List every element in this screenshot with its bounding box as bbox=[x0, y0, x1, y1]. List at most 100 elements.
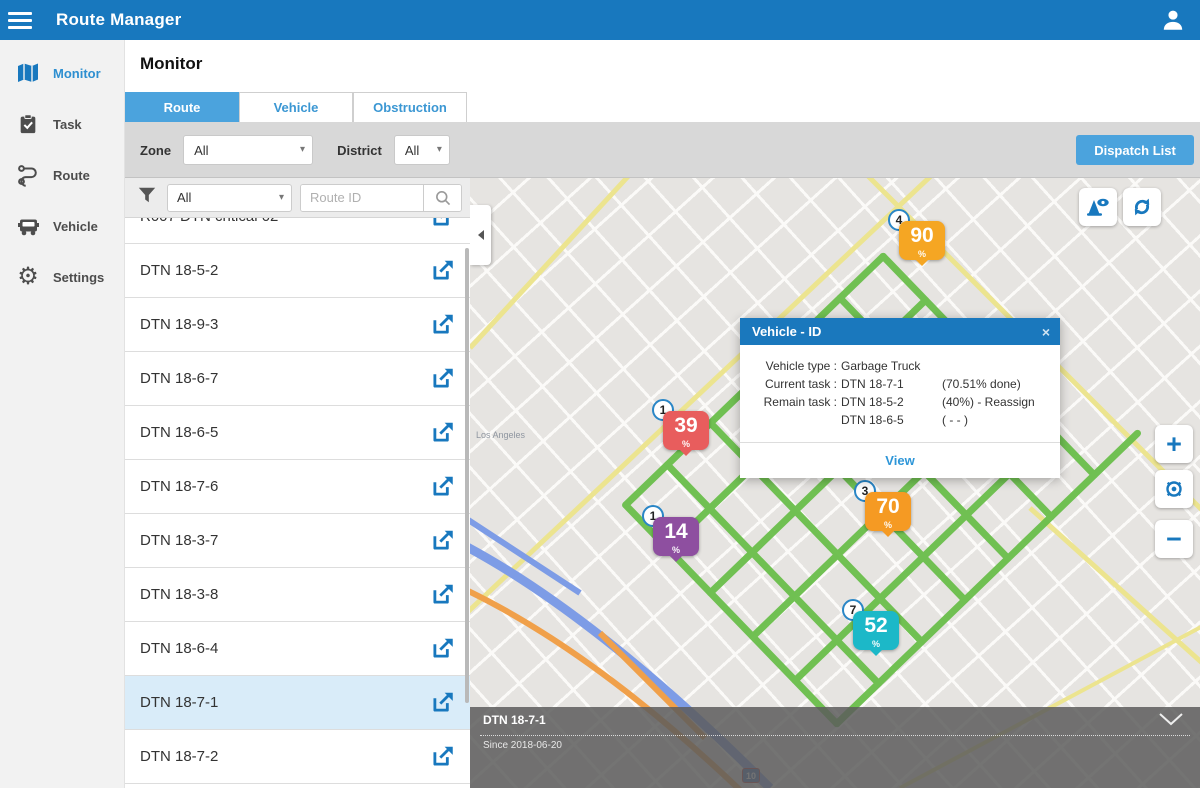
sidebar: Monitor Task Route Vehicle ⚙ Settings bbox=[0, 40, 125, 788]
minus-icon: − bbox=[1166, 523, 1182, 554]
list-item[interactable]: DTN 18-7-2 bbox=[125, 730, 470, 784]
zone-label: Zone bbox=[140, 142, 172, 158]
sidebar-item-settings[interactable]: ⚙ Settings bbox=[0, 260, 124, 294]
hamburger-menu-icon[interactable] bbox=[8, 8, 48, 33]
tab-obstruction[interactable]: Obstruction bbox=[353, 92, 467, 122]
popup-row-remain-task: Remain task : DTN 18-5-2 (40%) - Reassign bbox=[763, 395, 1035, 409]
share-icon[interactable] bbox=[430, 218, 456, 234]
list-item-selected[interactable]: DTN 18-7-1 bbox=[125, 676, 470, 730]
obstruction-view-button[interactable] bbox=[1079, 188, 1117, 226]
map-roads bbox=[470, 178, 1200, 788]
chevron-down-icon: ▾ bbox=[300, 144, 306, 155]
bottom-bar-title: DTN 18-7-1 bbox=[483, 713, 546, 727]
sidebar-item-label: Vehicle bbox=[53, 218, 98, 234]
route-filter-row: All ▾ bbox=[125, 178, 470, 218]
locate-button[interactable] bbox=[1155, 470, 1193, 508]
route-filter-select[interactable]: All ▾ bbox=[167, 183, 292, 212]
dotted-divider bbox=[480, 735, 1190, 736]
share-icon[interactable] bbox=[430, 473, 456, 504]
truck-icon bbox=[13, 213, 43, 239]
popup-row-vehicle-type: Vehicle type : Garbage Truck bbox=[765, 359, 921, 373]
route-list: R007 DTN critical 02 DTN 18-5-2 DTN 18-9… bbox=[125, 218, 470, 788]
header-bar: Route Manager bbox=[0, 0, 1200, 40]
gear-icon: ⚙ bbox=[17, 263, 39, 290]
popup-title: Vehicle - ID bbox=[752, 324, 822, 339]
selected-route-bar: DTN 18-7-1 Since 2018-06-20 bbox=[470, 707, 1200, 788]
dispatch-list-button[interactable]: Dispatch List bbox=[1076, 135, 1194, 165]
zone-select[interactable]: All ▾ bbox=[183, 135, 314, 165]
list-item[interactable]: DTN 18-3-7 bbox=[125, 514, 470, 568]
share-icon[interactable] bbox=[430, 635, 456, 666]
view-link[interactable]: View bbox=[885, 453, 915, 468]
sidebar-item-label: Route bbox=[53, 167, 90, 183]
main-area: Monitor Route Vehicle Obstruction Zone A… bbox=[125, 40, 1200, 788]
zoom-out-button[interactable]: − bbox=[1155, 520, 1193, 558]
list-item[interactable]: R007 DTN critical 02 bbox=[125, 218, 470, 244]
locate-icon bbox=[1166, 481, 1182, 497]
share-icon[interactable] bbox=[430, 311, 456, 342]
popup-header: Vehicle - ID × bbox=[740, 318, 1060, 345]
refresh-button[interactable] bbox=[1123, 188, 1161, 226]
popup-row-current-task: Current task : DTN 18-7-1 (70.51% done) bbox=[764, 377, 1021, 391]
search-icon bbox=[435, 190, 450, 205]
list-item[interactable]: DTN 18-6-5 bbox=[125, 406, 470, 460]
list-item[interactable]: DTN 18-5-2 bbox=[125, 244, 470, 298]
district-select[interactable]: All ▾ bbox=[393, 135, 450, 165]
chevron-down-icon[interactable] bbox=[1158, 712, 1184, 733]
share-icon[interactable] bbox=[430, 419, 456, 450]
map-canvas[interactable]: Los Angeles 10 4 90% 1 39% 1 14% 3 70% bbox=[470, 178, 1200, 788]
district-label: District bbox=[337, 142, 382, 158]
list-item[interactable]: DTN 18-3-8 bbox=[125, 568, 470, 622]
close-icon[interactable]: × bbox=[1041, 323, 1050, 340]
page-title: Monitor bbox=[140, 54, 203, 73]
chevron-down-icon: ▾ bbox=[436, 144, 442, 155]
route-list-panel: All ▾ R007 DTN critical 02 DTN 18-5-2 DT… bbox=[125, 178, 470, 788]
refresh-icon bbox=[1134, 198, 1150, 216]
chevron-down-icon: ▾ bbox=[278, 191, 284, 203]
share-icon[interactable] bbox=[430, 365, 456, 396]
district-select-value: All bbox=[404, 142, 420, 158]
sidebar-item-task[interactable]: Task bbox=[0, 107, 124, 141]
list-item[interactable]: DTN 18-9-3 bbox=[125, 298, 470, 352]
filter-band: Zone All ▾ District All ▾ Dispatch List bbox=[125, 122, 1200, 178]
search-button[interactable] bbox=[423, 184, 461, 211]
sidebar-item-label: Task bbox=[53, 116, 82, 132]
clipboard-icon bbox=[13, 111, 43, 137]
panel-collapse-button[interactable] bbox=[470, 205, 491, 265]
map-icon bbox=[13, 60, 43, 86]
route-filter-value: All bbox=[177, 190, 192, 205]
route-search-box bbox=[300, 183, 462, 212]
city-label: Los Angeles bbox=[476, 430, 526, 440]
list-item[interactable]: DTN 18-6-4 bbox=[125, 622, 470, 676]
route-icon bbox=[13, 162, 43, 188]
popup-row-remain-task-2: DTN 18-6-5( - - ) bbox=[841, 413, 968, 427]
share-icon[interactable] bbox=[430, 689, 456, 720]
vehicle-popup: Vehicle - ID × Vehicle type : Garbage Tru… bbox=[740, 318, 1060, 478]
list-item[interactable]: DTN 18-7-6 bbox=[125, 460, 470, 514]
zoom-in-button[interactable]: + bbox=[1155, 425, 1193, 463]
tab-vehicle[interactable]: Vehicle bbox=[239, 92, 353, 122]
cone-eye-icon bbox=[1087, 198, 1109, 216]
sidebar-item-label: Settings bbox=[53, 269, 105, 285]
left-arrow-icon bbox=[477, 230, 484, 240]
filter-funnel-icon[interactable] bbox=[137, 185, 157, 210]
bottom-bar-date: Since 2018-06-20 bbox=[483, 740, 562, 751]
share-icon[interactable] bbox=[430, 527, 456, 558]
app-title: Route Manager bbox=[56, 10, 182, 29]
route-id-input[interactable] bbox=[301, 184, 423, 211]
list-item[interactable]: DTN 18-6-7 bbox=[125, 352, 470, 406]
zone-select-value: All bbox=[194, 142, 209, 158]
share-icon[interactable] bbox=[430, 743, 456, 774]
sidebar-item-label: Monitor bbox=[53, 65, 101, 81]
sidebar-item-vehicle[interactable]: Vehicle bbox=[0, 209, 124, 243]
tab-bar: Route Vehicle Obstruction bbox=[125, 92, 467, 122]
user-icon[interactable] bbox=[1160, 7, 1186, 38]
list-scrollbar[interactable] bbox=[465, 248, 469, 703]
plus-icon: + bbox=[1166, 428, 1182, 459]
tab-route[interactable]: Route bbox=[125, 92, 239, 122]
sidebar-item-monitor[interactable]: Monitor bbox=[0, 56, 124, 90]
share-icon[interactable] bbox=[430, 581, 456, 612]
share-icon[interactable] bbox=[430, 257, 456, 288]
sidebar-item-route[interactable]: Route bbox=[0, 158, 124, 192]
